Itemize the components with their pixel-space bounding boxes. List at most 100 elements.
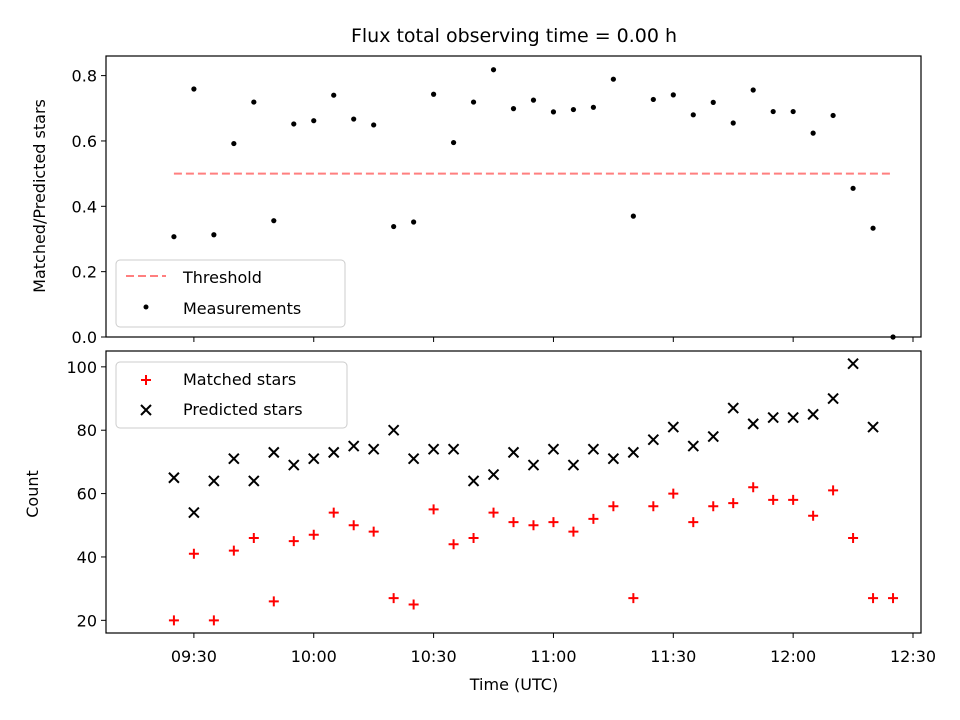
measurement-point <box>490 67 497 73</box>
matched-stars-point <box>788 494 799 505</box>
measurement-point <box>830 112 836 119</box>
predicted-stars-point <box>208 475 220 487</box>
measurement-point <box>191 86 197 92</box>
measurement-point <box>810 130 816 136</box>
predicted-stars-point <box>547 443 560 455</box>
bottom-axes-frame <box>105 350 922 634</box>
matched-stars-point <box>488 507 499 518</box>
predicted-stars-point <box>787 411 799 424</box>
measurement-point <box>710 99 716 105</box>
measurement-point <box>750 87 756 93</box>
measurement-point <box>690 112 696 118</box>
bottom-x-tick-label: 10:00 <box>291 647 337 666</box>
matched-stars-point <box>228 545 239 556</box>
predicted-stars-point <box>467 475 480 487</box>
predicted-stars-point <box>707 430 719 443</box>
measurement-point <box>450 139 457 146</box>
measurement-point <box>570 106 577 113</box>
measurement-point <box>331 92 337 98</box>
predicted-stars-point <box>667 421 680 433</box>
matched-stars-point <box>688 517 699 528</box>
matched-stars-point <box>828 485 839 496</box>
matched-stars-point <box>388 593 399 604</box>
top-x-axis-ticks <box>193 337 914 342</box>
matched-stars-point <box>528 520 539 531</box>
matched-stars-point <box>328 507 339 518</box>
bottom-legend-box <box>115 361 348 429</box>
bottom-x-tick-label: 09:30 <box>171 647 217 666</box>
top-y-tick-label: 0.4 <box>72 197 97 216</box>
predicted-stars-point <box>807 408 819 421</box>
measurement-point <box>391 223 397 230</box>
matched-stars-point <box>668 488 679 499</box>
predicted-stars-point <box>687 440 699 452</box>
bottom-y-tick-label: 40 <box>77 548 97 567</box>
top-y-tick-label: 0.8 <box>72 67 97 86</box>
matched-stars-point <box>608 501 619 512</box>
bottom-x-axis-ticks: 09:30 10:00 10:30 11:00 11:30 12:00 12:30 <box>171 633 936 666</box>
matched-stars-legend-label: Matched stars <box>183 370 296 389</box>
matched-stars-point <box>428 504 439 515</box>
predicted-stars-point <box>827 392 839 405</box>
measurement-point <box>630 213 636 219</box>
matched-stars-point <box>648 501 659 512</box>
matched-stars-point <box>248 532 259 543</box>
predicted-stars-point <box>747 418 759 430</box>
matched-stars-point <box>568 526 579 537</box>
matched-stars-point <box>868 593 879 604</box>
predicted-stars-point <box>248 475 260 487</box>
predicted-stars-point <box>228 453 240 465</box>
predicted-stars-point <box>567 459 580 471</box>
matched-stars-point <box>548 517 559 528</box>
measurement-point <box>171 234 177 240</box>
predicted-stars-point <box>188 506 200 519</box>
top-y-axis-ticks: 0.0 0.2 0.4 0.6 0.8 <box>72 67 106 347</box>
matched-stars-point <box>508 517 519 528</box>
predicted-stars-point <box>347 440 360 452</box>
bottom-x-tick-label: 10:30 <box>411 647 457 666</box>
matched-stars-point <box>188 548 199 559</box>
matched-stars-point <box>628 593 639 604</box>
bottom-x-tick-label: 11:30 <box>650 647 696 666</box>
matched-stars-point <box>448 539 459 550</box>
measurement-point <box>850 185 856 191</box>
predicted-stars-point <box>727 402 739 414</box>
predicted-stars-point <box>867 421 879 433</box>
measurement-point <box>770 108 776 115</box>
predicted-stars-point <box>627 446 640 459</box>
predicted-stars-point <box>387 424 400 436</box>
predicted-stars-legend-swatch <box>140 404 152 416</box>
measurement-point <box>251 99 257 105</box>
top-legend: Threshold Measurements <box>115 259 346 328</box>
matched-stars-point <box>308 529 319 540</box>
predicted-stars-point <box>607 453 620 465</box>
predicted-stars-point <box>367 443 380 455</box>
top-y-tick-label: 0.6 <box>72 132 97 151</box>
measurement-point <box>590 104 597 110</box>
bottom-legend: Matched stars Predicted stars <box>115 361 348 429</box>
measurement-point <box>790 108 796 115</box>
predicted-stars-point <box>587 443 600 455</box>
measurements-legend-label: Measurements <box>183 299 301 318</box>
predicted-stars-point <box>328 446 340 459</box>
matched-stars-legend-swatch <box>141 375 151 385</box>
bottom-x-tick-label: 12:30 <box>890 647 936 666</box>
predicted-stars-point <box>507 446 520 459</box>
top-y-axis-label: Matched/Predicted stars <box>30 99 49 293</box>
measurement-point <box>550 109 557 115</box>
matched-stars-point <box>288 536 299 547</box>
bottom-x-axis-label: Time (UTC) <box>469 675 558 694</box>
top-y-tick-label: 0.2 <box>72 263 97 282</box>
predicted-stars-point <box>847 357 859 370</box>
matched-stars-point <box>768 494 779 505</box>
measurement-point <box>610 76 616 82</box>
matched-stars-point <box>748 482 759 493</box>
predicted-stars-legend-label: Predicted stars <box>183 400 303 419</box>
predicted-stars-point <box>647 434 660 446</box>
bottom-y-tick-label: 100 <box>66 358 97 377</box>
measurement-point <box>730 120 736 126</box>
matched-stars-point <box>888 593 899 604</box>
top-y-tick-label: 0.0 <box>72 328 97 347</box>
